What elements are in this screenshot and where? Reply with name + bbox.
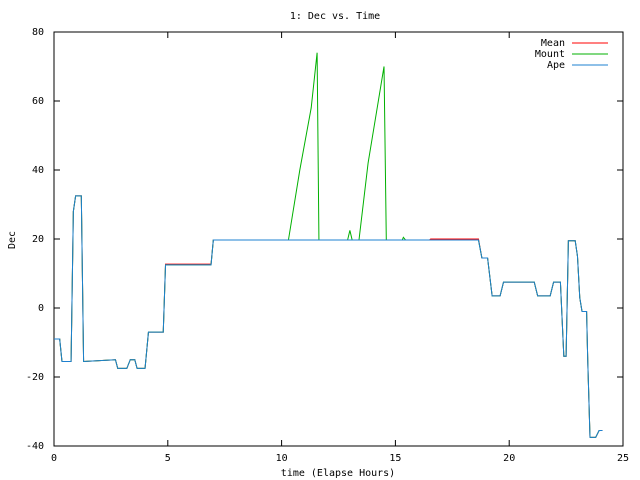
legend-label: Mean bbox=[541, 38, 565, 49]
x-tick-label: 25 bbox=[617, 453, 629, 464]
legend-label: Ape bbox=[547, 60, 565, 71]
y-tick-label: 40 bbox=[32, 165, 44, 176]
y-tick-label: -40 bbox=[26, 441, 44, 452]
y-tick-label: 60 bbox=[32, 96, 44, 107]
x-tick-label: 5 bbox=[165, 453, 171, 464]
x-tick-label: 10 bbox=[276, 453, 288, 464]
x-axis-label: time (Elapse Hours) bbox=[281, 468, 395, 479]
series-line bbox=[54, 195, 603, 438]
series-line bbox=[54, 52, 603, 438]
legend-label: Mount bbox=[535, 49, 565, 60]
x-tick-label: 15 bbox=[389, 453, 401, 464]
y-axis-label: Dec bbox=[7, 231, 18, 249]
y-tick-label: -20 bbox=[26, 372, 44, 383]
x-tick-label: 20 bbox=[503, 453, 515, 464]
x-tick-label: 0 bbox=[51, 453, 57, 464]
y-tick-label: 0 bbox=[38, 303, 44, 314]
plot-frame bbox=[53, 31, 624, 447]
y-tick-label: 20 bbox=[32, 234, 44, 245]
series-line bbox=[54, 195, 603, 438]
chart-title: 1: Dec vs. Time bbox=[290, 11, 380, 22]
y-tick-label: 80 bbox=[32, 27, 44, 38]
